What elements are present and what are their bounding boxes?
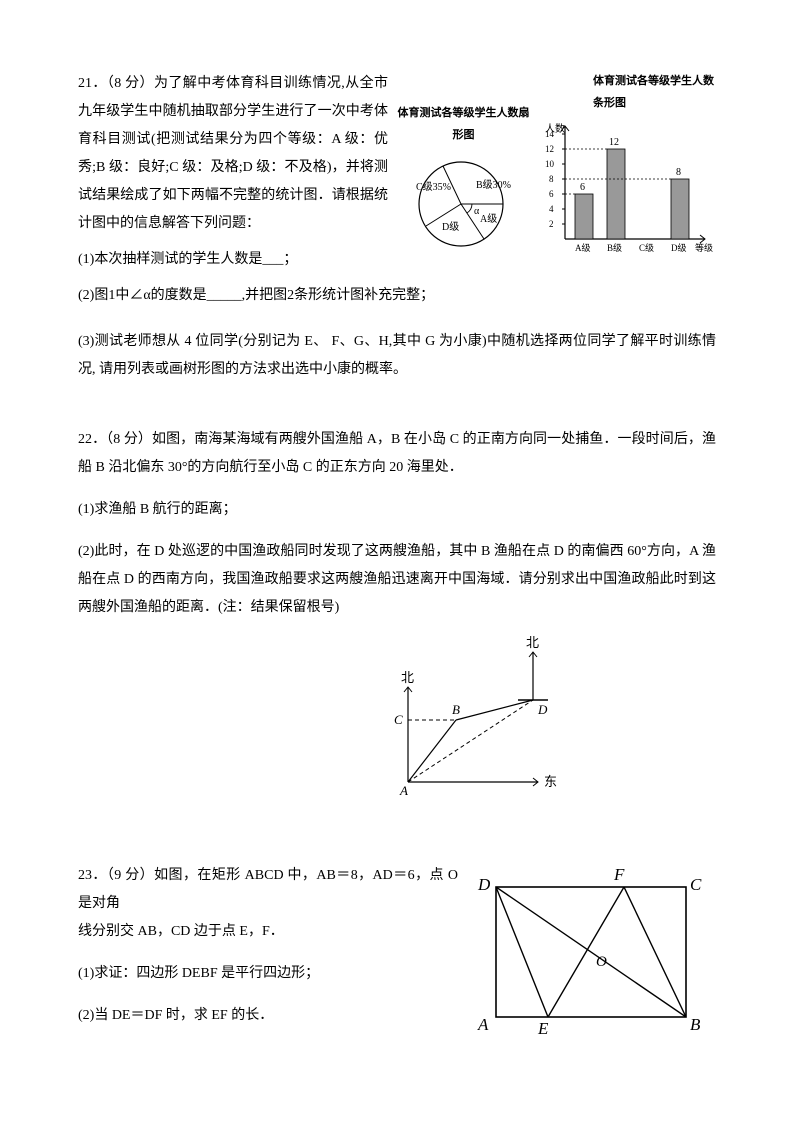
pie-a-label: A级 — [480, 213, 497, 225]
q21-number: 21．（8 分） — [78, 76, 154, 91]
pie-b-label: B级30% — [476, 179, 511, 191]
F-label: F — [613, 865, 625, 884]
svg-text:B级: B级 — [607, 242, 622, 253]
A-label: A — [477, 1015, 489, 1034]
D-label: D — [477, 875, 491, 894]
svg-text:4: 4 — [549, 204, 554, 214]
pie-c-label: C级35% — [416, 181, 451, 193]
north1-label: 北 — [401, 670, 414, 685]
bar-val-d: 8 — [676, 167, 681, 178]
question-21: 体育测试各等级学生人数扇形图 α A级 B级30% C级35% D级 — [78, 70, 716, 384]
svg-text:2: 2 — [549, 219, 554, 229]
q21-charts: 体育测试各等级学生人数扇形图 α A级 B级30% C级35% D级 — [396, 70, 716, 270]
north2-label: 北 — [526, 635, 539, 650]
q22-part1: (1)求渔船 B 航行的距离； — [78, 496, 716, 524]
q22-number: 22．（8 分） — [78, 432, 152, 447]
q21-part3: (3)测试老师想从 4 位同学(分别记为 E、 F、G、H,其中 G 为小康)中… — [78, 328, 716, 384]
bar-title: 体育测试各等级学生人数条形图 — [593, 70, 717, 114]
pie-title: 体育测试各等级学生人数扇形图 — [396, 102, 531, 146]
svg-text:6: 6 — [549, 189, 554, 199]
question-22: 22．（8 分）如图，南海某海域有两艘外国渔船 A，B 在小岛 C 的正南方向同… — [78, 426, 716, 802]
svg-text:等级: 等级 — [695, 242, 713, 253]
bar-val-b: 12 — [609, 137, 619, 148]
svg-text:C级: C级 — [639, 242, 654, 253]
svg-text:10: 10 — [545, 159, 555, 169]
q22-stem-text: 如图，南海某海域有两艘外国渔船 A，B 在小岛 C 的正南方向同一处捕鱼．一段时… — [78, 432, 716, 475]
q21-part2: (2)图1中∠α的度数是_____,并把图2条形统计图补充完整； — [78, 282, 716, 310]
pie-chart: 体育测试各等级学生人数扇形图 α A级 B级30% C级35% D级 — [396, 102, 531, 267]
q22-stem: 22．（8 分）如图，南海某海域有两艘外国渔船 A，B 在小岛 C 的正南方向同… — [78, 426, 716, 482]
svg-text:A级: A级 — [575, 242, 591, 253]
question-23: D C A B F E O 23．（9 分）如图，在矩形 ABCD 中，AB＝8… — [78, 862, 716, 1048]
C-label: C — [690, 875, 702, 894]
svg-text:8: 8 — [549, 174, 554, 184]
east-label: 东 — [544, 774, 557, 789]
A-label: A — [399, 783, 408, 798]
q23-diagram: D C A B F E O — [466, 862, 716, 1048]
svg-text:12: 12 — [545, 144, 554, 154]
q21-stem-text: 为了解中考体育科目训练情况,从全市九年级学生中随机抽取部分学生进行了一次中考体育… — [78, 76, 388, 231]
bars: 6 12 8 — [565, 137, 689, 239]
q22-diagram: 东 北 A 北 D C B — [78, 632, 716, 802]
svg-text:D级: D级 — [671, 242, 687, 253]
q22-part2: (2)此时，在 D 处巡逻的中国渔政船同时发现了这两艘渔船，其中 B 渔船在点 … — [78, 538, 716, 622]
bar-chart: 体育测试各等级学生人数条形图 人数 2 4 6 8 — [537, 70, 717, 270]
C-label: C — [394, 712, 403, 727]
q23-number: 23．（9 分） — [78, 868, 154, 883]
pie-d-label: D级 — [442, 221, 459, 233]
B-label: B — [690, 1015, 701, 1034]
E-label: E — [537, 1019, 549, 1037]
B-label: B — [452, 702, 460, 717]
bar-val-a: 6 — [580, 182, 585, 193]
D-label: D — [537, 702, 548, 717]
svg-text:14: 14 — [545, 129, 555, 139]
